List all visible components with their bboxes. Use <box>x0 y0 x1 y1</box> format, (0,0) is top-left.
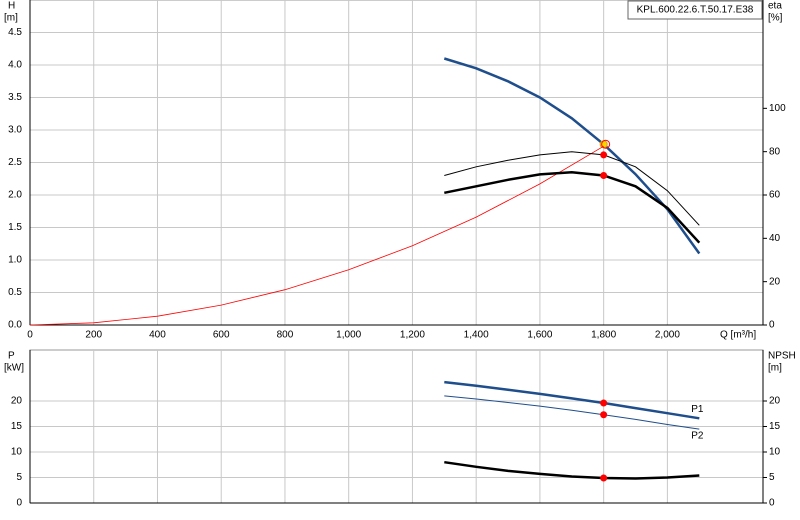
y-label: H <box>8 1 15 12</box>
curve <box>444 380 700 420</box>
y-tick-label: 4.5 <box>8 27 22 38</box>
y-tick-label: 3.0 <box>8 125 22 136</box>
x-tick-label: 600 <box>213 330 230 341</box>
x-tick-label: 400 <box>149 330 166 341</box>
y-tick-label: 20 <box>11 396 23 407</box>
y-tick-label: 1.0 <box>8 255 22 266</box>
y-tick-label: 5 <box>16 472 22 483</box>
duty-point <box>600 411 608 419</box>
duty-ring <box>601 139 611 149</box>
y-tick-label: 2.0 <box>8 190 22 201</box>
x-tick-label: 200 <box>85 330 102 341</box>
y-tick-label: 1.5 <box>8 222 22 233</box>
x-tick-label: 1,200 <box>400 330 425 341</box>
curve <box>444 171 701 244</box>
y2-tick-label: 80 <box>769 146 781 157</box>
y-tick-label: 0.0 <box>8 320 22 331</box>
y-tick-label: 0.5 <box>8 287 22 298</box>
y-unit: [m] <box>4 13 18 24</box>
y2-unit: [m] <box>768 363 782 374</box>
duty-point <box>600 474 608 482</box>
curve <box>443 57 701 255</box>
title-box <box>627 0 763 20</box>
curve <box>444 460 700 480</box>
duty-point <box>600 151 608 159</box>
x-tick-label: 1,600 <box>527 330 552 341</box>
curve <box>444 151 700 226</box>
y2-tick-label: 20 <box>769 396 781 407</box>
y2-tick-label: 0 <box>769 320 775 331</box>
y-tick-label: 3.5 <box>8 92 22 103</box>
y-tick-label: 4.0 <box>8 60 22 71</box>
y2-tick-label: 5 <box>769 472 775 483</box>
y-label: P <box>8 351 15 362</box>
y2-tick-label: 0 <box>769 498 775 509</box>
series-label: P2 <box>691 431 704 442</box>
y2-label: eta <box>768 1 782 12</box>
x-tick-label: 0 <box>27 330 33 341</box>
curve <box>444 395 700 430</box>
y2-tick-label: 40 <box>769 233 781 244</box>
y-unit: [kW] <box>4 363 24 374</box>
y2-tick-label: 10 <box>769 447 781 458</box>
y-tick-label: 15 <box>11 421 23 432</box>
chart-title: KPL.600.22.6.T.50.17.E38 <box>637 5 754 16</box>
x-label: Q [m³/h] <box>720 330 756 341</box>
x-tick-label: 2,000 <box>655 330 680 341</box>
duty-point <box>600 399 608 407</box>
y2-tick-label: 15 <box>769 421 781 432</box>
y-tick-label: 0 <box>16 498 22 509</box>
y2-unit: [%] <box>768 13 783 24</box>
y2-tick-label: 100 <box>769 103 786 114</box>
curve <box>29 145 604 326</box>
x-tick-label: 800 <box>277 330 294 341</box>
x-tick-label: 1,800 <box>591 330 616 341</box>
y2-tick-label: 20 <box>769 276 781 287</box>
y2-tick-label: 60 <box>769 190 781 201</box>
x-tick-label: 1,000 <box>336 330 361 341</box>
y-tick-label: 10 <box>11 447 23 458</box>
y2-label: NPSH <box>768 351 796 362</box>
y-tick-label: 2.5 <box>8 157 22 168</box>
series-label: P1 <box>691 404 704 415</box>
duty-point <box>600 172 608 179</box>
x-tick-label: 1,400 <box>464 330 489 341</box>
